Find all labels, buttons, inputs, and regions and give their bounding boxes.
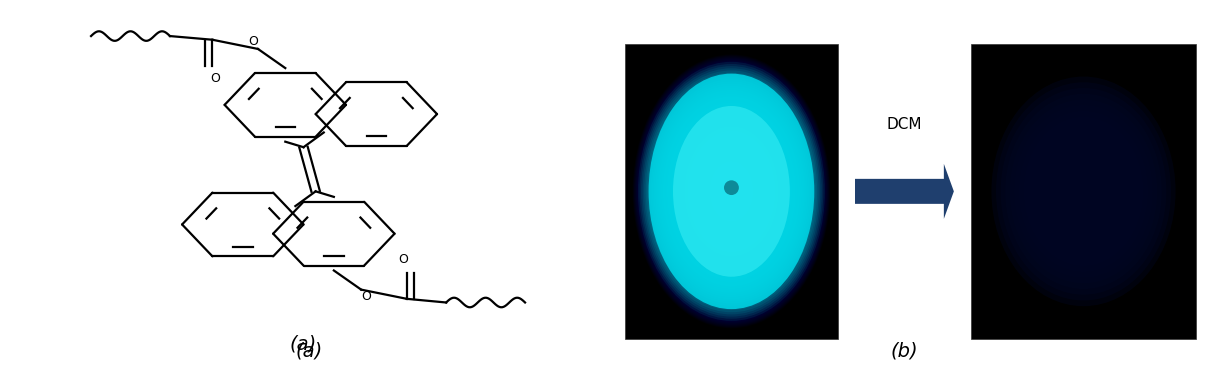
Bar bbox=[625, 44, 838, 339]
Ellipse shape bbox=[711, 163, 751, 219]
Ellipse shape bbox=[1056, 157, 1111, 226]
Ellipse shape bbox=[648, 74, 815, 309]
Ellipse shape bbox=[1000, 88, 1167, 295]
Ellipse shape bbox=[1065, 169, 1102, 214]
Ellipse shape bbox=[681, 122, 782, 261]
Ellipse shape bbox=[651, 79, 812, 304]
Ellipse shape bbox=[670, 107, 793, 276]
Ellipse shape bbox=[647, 75, 816, 308]
Ellipse shape bbox=[683, 124, 779, 258]
Ellipse shape bbox=[1070, 174, 1097, 209]
Ellipse shape bbox=[724, 181, 739, 202]
Ellipse shape bbox=[691, 135, 772, 248]
Ellipse shape bbox=[703, 152, 760, 230]
Ellipse shape bbox=[664, 99, 799, 284]
Ellipse shape bbox=[1038, 134, 1129, 249]
Text: O: O bbox=[398, 254, 409, 266]
Bar bbox=[971, 44, 1196, 339]
Ellipse shape bbox=[1019, 111, 1148, 272]
Ellipse shape bbox=[714, 167, 749, 215]
Ellipse shape bbox=[1033, 128, 1134, 255]
Ellipse shape bbox=[725, 183, 738, 200]
Ellipse shape bbox=[673, 109, 790, 273]
Ellipse shape bbox=[685, 127, 778, 256]
Ellipse shape bbox=[1028, 123, 1139, 260]
Ellipse shape bbox=[656, 86, 807, 297]
Ellipse shape bbox=[657, 88, 806, 295]
Ellipse shape bbox=[646, 72, 817, 310]
Ellipse shape bbox=[645, 70, 818, 312]
Ellipse shape bbox=[705, 155, 758, 228]
Ellipse shape bbox=[658, 90, 805, 293]
Ellipse shape bbox=[653, 84, 810, 299]
Ellipse shape bbox=[634, 56, 829, 326]
Ellipse shape bbox=[727, 185, 736, 198]
Ellipse shape bbox=[663, 96, 800, 286]
Ellipse shape bbox=[730, 189, 733, 194]
Ellipse shape bbox=[1010, 99, 1157, 283]
Ellipse shape bbox=[1051, 151, 1116, 231]
Ellipse shape bbox=[679, 118, 784, 265]
Ellipse shape bbox=[641, 66, 822, 316]
Ellipse shape bbox=[690, 133, 773, 250]
Ellipse shape bbox=[668, 103, 795, 280]
Ellipse shape bbox=[995, 82, 1172, 300]
Ellipse shape bbox=[700, 148, 762, 234]
Ellipse shape bbox=[637, 61, 826, 322]
Ellipse shape bbox=[680, 120, 783, 263]
Ellipse shape bbox=[659, 92, 804, 291]
Ellipse shape bbox=[642, 68, 821, 314]
Ellipse shape bbox=[632, 54, 830, 328]
Ellipse shape bbox=[674, 112, 789, 271]
Ellipse shape bbox=[692, 137, 771, 245]
Text: O: O bbox=[248, 35, 259, 48]
Ellipse shape bbox=[694, 139, 768, 243]
Ellipse shape bbox=[652, 81, 811, 301]
Ellipse shape bbox=[634, 56, 829, 328]
Text: (a): (a) bbox=[296, 342, 323, 361]
Ellipse shape bbox=[686, 129, 777, 254]
Ellipse shape bbox=[662, 94, 801, 289]
Ellipse shape bbox=[708, 159, 755, 224]
Ellipse shape bbox=[636, 59, 827, 324]
Ellipse shape bbox=[697, 144, 766, 239]
Ellipse shape bbox=[639, 62, 826, 321]
Text: DCM: DCM bbox=[886, 117, 923, 132]
Ellipse shape bbox=[696, 142, 767, 241]
Ellipse shape bbox=[1005, 94, 1162, 289]
Ellipse shape bbox=[648, 77, 815, 306]
Ellipse shape bbox=[722, 178, 741, 204]
Ellipse shape bbox=[1042, 140, 1125, 243]
Ellipse shape bbox=[1046, 145, 1121, 237]
Ellipse shape bbox=[713, 166, 750, 217]
Text: O: O bbox=[361, 290, 371, 303]
Ellipse shape bbox=[640, 64, 823, 319]
Ellipse shape bbox=[707, 157, 756, 226]
Ellipse shape bbox=[728, 187, 734, 196]
Ellipse shape bbox=[1061, 163, 1106, 220]
Text: (b): (b) bbox=[891, 342, 918, 361]
Ellipse shape bbox=[635, 57, 828, 326]
Ellipse shape bbox=[699, 146, 764, 237]
Ellipse shape bbox=[688, 131, 775, 252]
Ellipse shape bbox=[666, 101, 796, 282]
Ellipse shape bbox=[636, 60, 827, 323]
Text: (a): (a) bbox=[290, 334, 317, 353]
Ellipse shape bbox=[675, 114, 788, 269]
Ellipse shape bbox=[673, 106, 790, 277]
Ellipse shape bbox=[717, 172, 745, 211]
Ellipse shape bbox=[719, 174, 744, 209]
Ellipse shape bbox=[1023, 117, 1144, 266]
Ellipse shape bbox=[721, 176, 742, 206]
Ellipse shape bbox=[635, 58, 828, 325]
Ellipse shape bbox=[716, 170, 747, 213]
Ellipse shape bbox=[1015, 105, 1152, 277]
Ellipse shape bbox=[677, 116, 785, 267]
Text: O: O bbox=[210, 72, 221, 85]
Ellipse shape bbox=[710, 161, 753, 222]
Ellipse shape bbox=[669, 105, 794, 278]
Ellipse shape bbox=[724, 180, 739, 195]
Ellipse shape bbox=[992, 77, 1175, 306]
Ellipse shape bbox=[702, 151, 761, 232]
